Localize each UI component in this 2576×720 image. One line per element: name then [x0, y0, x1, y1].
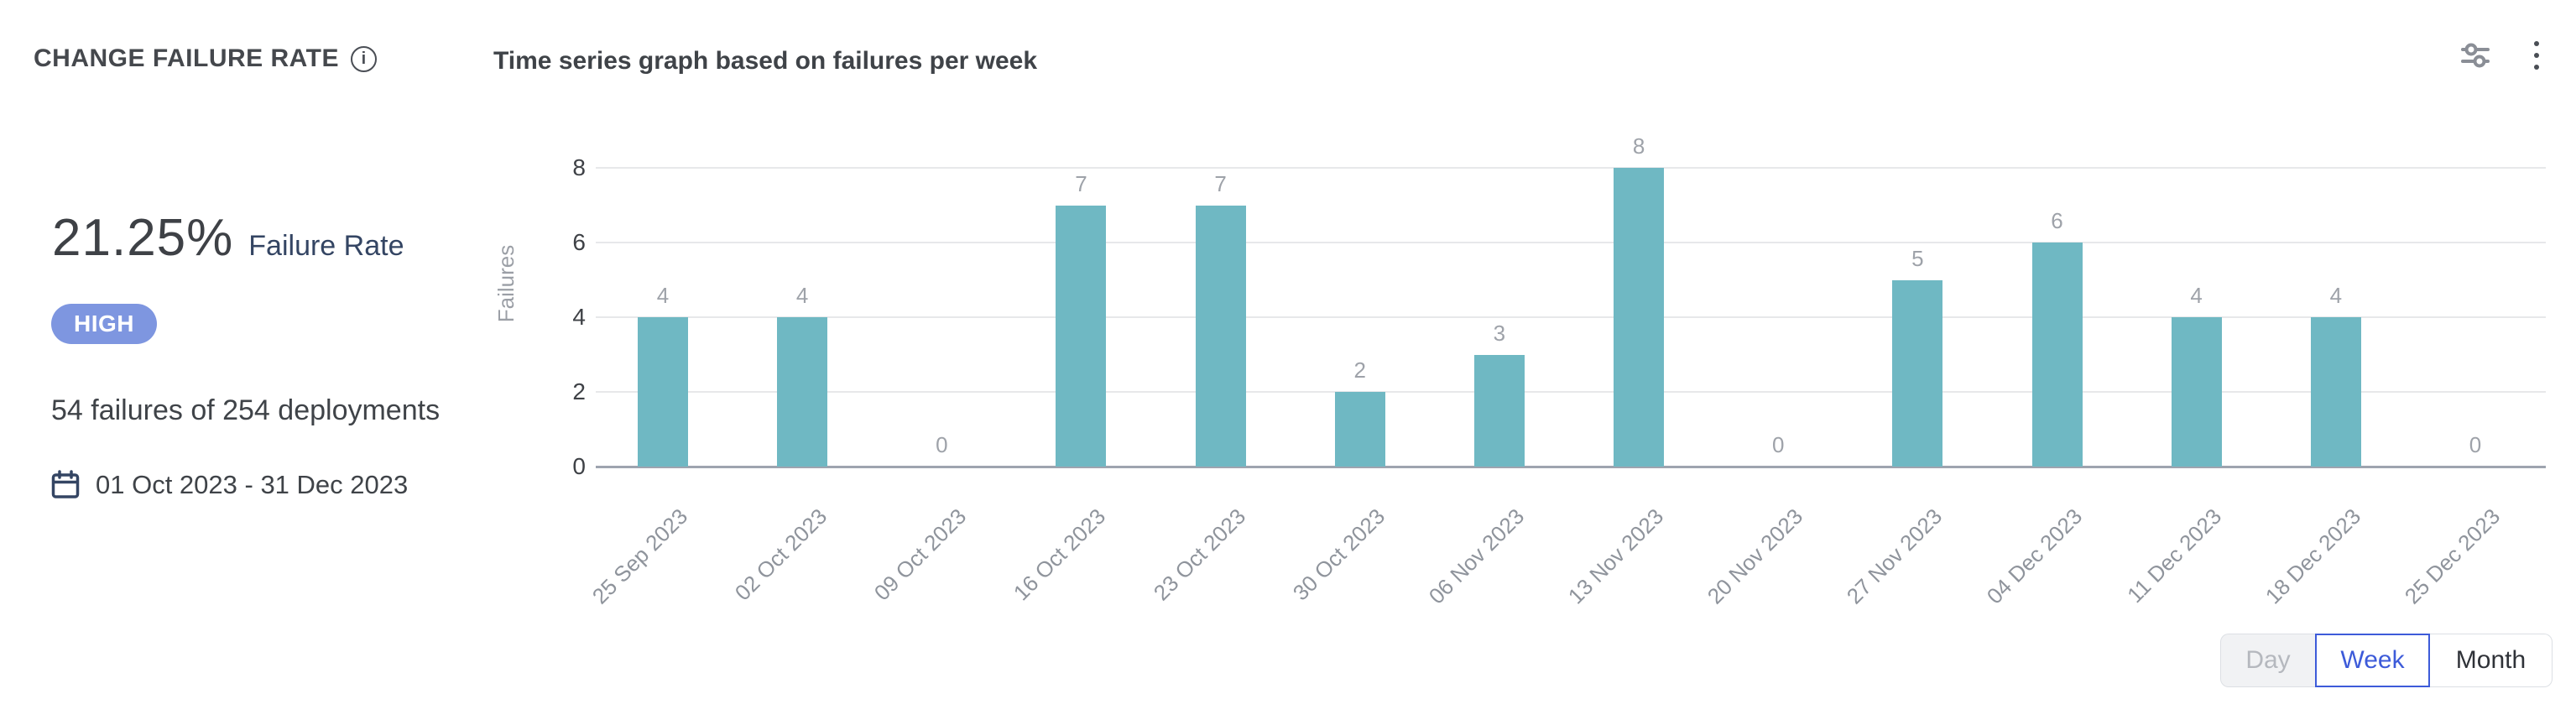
month-button[interactable]: Month — [2430, 634, 2553, 687]
y-tick-label: 4 — [572, 304, 586, 330]
date-range: 01 Oct 2023 - 31 Dec 2023 — [96, 470, 409, 499]
bar[interactable] — [1334, 392, 1385, 467]
bar-value-label: 4 — [656, 283, 670, 308]
sliders-icon — [2461, 43, 2490, 68]
bar[interactable] — [1195, 205, 1246, 467]
y-tick-label: 2 — [572, 378, 586, 404]
x-tick-label: 02 Oct 2023 — [729, 503, 832, 606]
x-tick-label: 25 Sep 2023 — [587, 503, 693, 609]
bar-value-label: 0 — [1771, 432, 1785, 457]
bar-value-label: 5 — [1911, 245, 1924, 271]
bar-value-label: 8 — [1632, 133, 1645, 159]
x-tick-label: 20 Nov 2023 — [1702, 503, 1808, 609]
x-tick-label: 11 Dec 2023 — [2121, 503, 2226, 608]
info-icon[interactable]: i — [350, 45, 377, 72]
bar-value-label: 0 — [936, 432, 948, 457]
y-gridline — [596, 167, 2546, 169]
granularity-toggle: Day Week Month — [2220, 634, 2553, 687]
bar[interactable] — [1614, 168, 1665, 467]
bar-value-label: 6 — [2051, 208, 2063, 233]
bar-value-label: 7 — [1214, 170, 1227, 196]
bar-value-label: 2 — [1353, 357, 1366, 383]
calendar-icon — [51, 470, 80, 498]
x-tick-label: 13 Nov 2023 — [1562, 503, 1669, 609]
y-gridline — [596, 316, 2546, 318]
widget-title: CHANGE FAILURE RATE i — [34, 44, 377, 73]
bar[interactable] — [2310, 317, 2361, 467]
bar-value-label: 4 — [2190, 283, 2203, 308]
x-tick-label: 06 Nov 2023 — [1423, 503, 1530, 609]
kebab-menu-icon[interactable] — [2531, 38, 2542, 73]
x-tick-label: 30 Oct 2023 — [1287, 503, 1390, 606]
bar[interactable] — [1473, 354, 1525, 467]
bar-value-label: 4 — [795, 283, 809, 308]
header-actions — [2457, 37, 2542, 74]
bar[interactable] — [2171, 317, 2222, 467]
week-button[interactable]: Week — [2315, 634, 2430, 687]
y-tick-label: 6 — [572, 229, 586, 255]
bar[interactable] — [638, 317, 688, 467]
y-gridline — [596, 242, 2546, 243]
failure-rate-value: 21.25% — [52, 209, 234, 267]
x-tick-label: 23 Oct 2023 — [1148, 503, 1250, 606]
bar[interactable] — [2031, 243, 2083, 467]
x-tick-label: 27 Nov 2023 — [1842, 503, 1948, 609]
y-axis-label: Failures — [493, 244, 519, 323]
x-tick-label: 09 Oct 2023 — [869, 503, 972, 606]
chart-subtitle: Time series graph based on failures per … — [493, 47, 1038, 75]
bar[interactable] — [1056, 205, 1107, 467]
bar-value-label: 3 — [1493, 320, 1506, 346]
date-range-row: 01 Oct 2023 - 31 Dec 2023 — [51, 470, 408, 500]
deployments-summary: 54 failures of 254 deployments — [51, 394, 441, 426]
kebab-dots — [2534, 41, 2539, 70]
widget-title-text: CHANGE FAILURE RATE — [34, 44, 339, 72]
failure-rate-label: Failure Rate — [248, 230, 404, 262]
bar-value-label: 4 — [2329, 283, 2343, 308]
filter-settings-icon[interactable] — [2457, 37, 2494, 74]
risk-level-badge: HIGH — [51, 304, 157, 344]
day-button[interactable]: Day — [2220, 634, 2315, 687]
y-tick-label: 0 — [572, 453, 586, 479]
bar-value-label: 0 — [2469, 432, 2482, 457]
bar[interactable] — [1892, 279, 1943, 467]
x-tick-label: 16 Oct 2023 — [1009, 503, 1111, 606]
x-axis-line — [596, 466, 2546, 468]
bar-value-label: 7 — [1075, 170, 1087, 196]
y-gridline — [596, 391, 2546, 393]
failure-rate-summary: 21.25% Failure Rate — [52, 208, 404, 268]
bar[interactable] — [777, 317, 828, 467]
x-tick-label: 04 Dec 2023 — [1981, 503, 2087, 609]
y-tick-label: 8 — [572, 154, 586, 180]
